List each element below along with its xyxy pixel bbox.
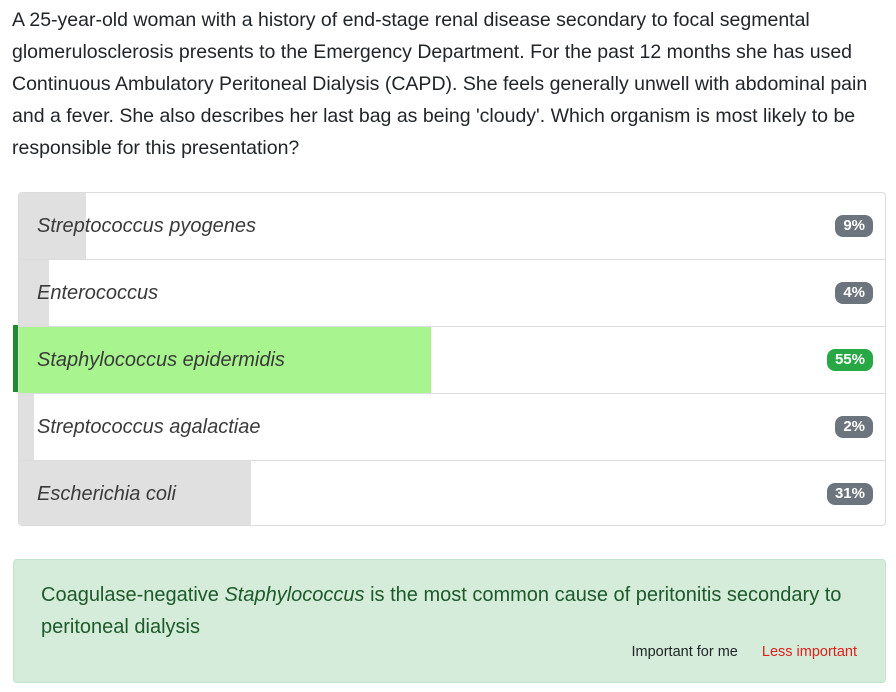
question-stem: A 25-year-old woman with a history of en…: [12, 9, 868, 159]
explanation-text: Coagulase-negative Staphylococcus is the…: [41, 579, 861, 643]
important-for-me-link[interactable]: Important for me: [631, 644, 738, 660]
answer-percent-bar: [19, 394, 34, 460]
answer-label: Streptococcus agalactiae: [37, 415, 261, 438]
answer-percent-badge: 55%: [826, 349, 873, 371]
explanation-box: Coagulase-negative Staphylococcus is the…: [13, 559, 886, 683]
answer-list: Streptococcus pyogenes 9% Enterococcus 4…: [18, 192, 886, 526]
answer-percent-badge: 9%: [835, 215, 873, 237]
answer-label: Streptococcus pyogenes: [37, 214, 257, 237]
answer-option[interactable]: Enterococcus 4%: [19, 260, 885, 327]
answer-option[interactable]: Escherichia coli 31%: [19, 461, 885, 525]
explanation-text-before: Coagulase-negative: [41, 584, 225, 606]
answer-percent-badge: 4%: [835, 282, 873, 304]
answer-percent-bar: [19, 260, 49, 326]
explanation-text-italic: Staphylococcus: [224, 584, 365, 606]
answer-option-correct[interactable]: Staphylococcus epidermidis 55%: [19, 327, 885, 394]
answer-label: Enterococcus: [37, 281, 159, 304]
correct-answer-marker: [13, 325, 18, 392]
importance-actions: Important for me Less important: [611, 644, 857, 660]
answer-label: Staphylococcus epidermidis: [37, 348, 285, 371]
answer-percent-badge: 2%: [835, 416, 873, 438]
answer-percent-bar: [19, 327, 431, 393]
answer-percent-badge: 31%: [826, 483, 873, 505]
less-important-link[interactable]: Less important: [761, 644, 857, 660]
answer-percent-bar: [19, 461, 252, 525]
explanation-text-after: is the most common cause of peritonitis …: [41, 584, 842, 638]
answer-percent-bar: [19, 193, 87, 259]
answer-option[interactable]: Streptococcus agalactiae 2%: [19, 394, 885, 461]
answer-option[interactable]: Streptococcus pyogenes 9%: [19, 193, 885, 260]
answer-label: Escherichia coli: [37, 482, 176, 505]
